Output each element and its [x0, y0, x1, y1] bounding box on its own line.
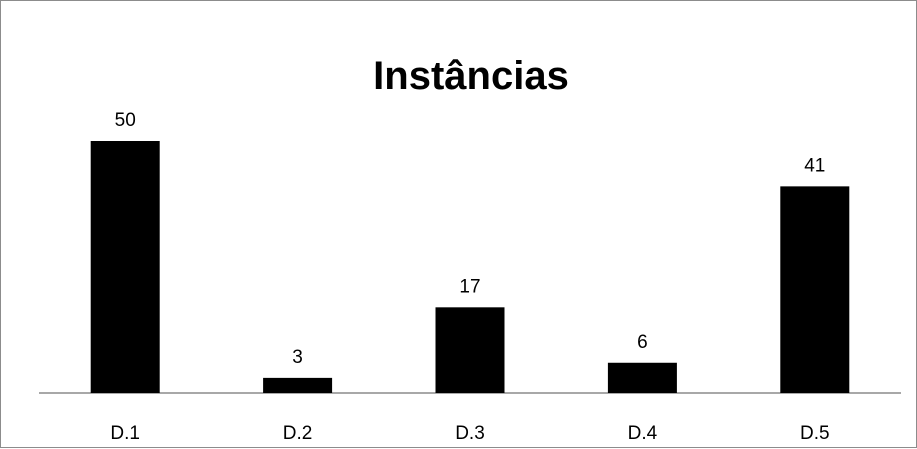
bar-d3 — [435, 307, 505, 393]
data-label-d4: 6 — [637, 332, 648, 353]
data-label-d3: 17 — [459, 276, 480, 297]
bar-d1 — [90, 141, 160, 393]
chart-title: Instâncias — [373, 54, 569, 98]
data-label-d5: 41 — [804, 155, 825, 176]
x-tick-label-d2: D.2 — [283, 423, 313, 444]
bar-d4 — [607, 362, 677, 393]
x-tick-label-d3: D.3 — [455, 423, 485, 444]
x-tick-label-d1: D.1 — [110, 423, 140, 444]
x-tick-label-d4: D.4 — [628, 423, 658, 444]
bars-group: 50 D.1 3 D.2 17 D.3 6 D.4 41 D.5 — [90, 110, 850, 444]
x-tick-label-d5: D.5 — [800, 423, 830, 444]
data-label-d2: 3 — [292, 347, 303, 368]
bar-d2 — [263, 377, 333, 393]
bar-d5 — [780, 186, 850, 393]
data-label-d1: 50 — [115, 110, 136, 131]
